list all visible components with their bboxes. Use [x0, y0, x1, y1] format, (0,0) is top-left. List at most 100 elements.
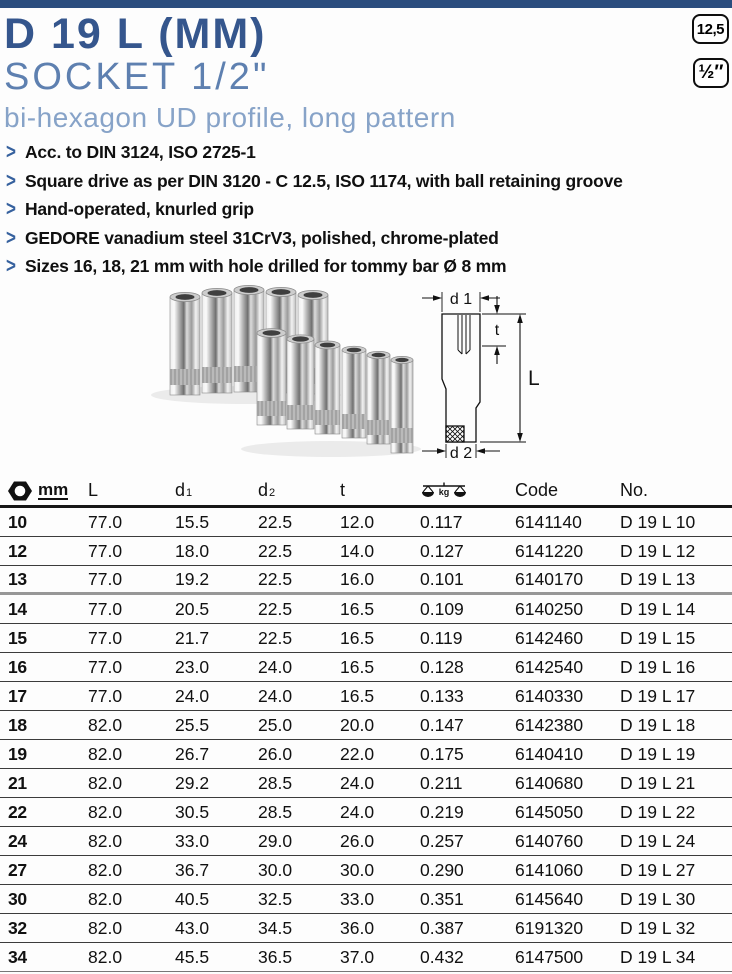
cell-no: D 19 L 16 — [620, 656, 696, 677]
cell-L: 77.0 — [88, 627, 123, 648]
cell-d2: 22.5 — [258, 627, 293, 648]
cell-t: 16.5 — [340, 656, 375, 677]
cell-d2: 24.0 — [258, 685, 293, 706]
cell-code: 6140250 — [515, 598, 584, 619]
cell-no: D 19 L 12 — [620, 540, 696, 561]
col-header-length: L — [88, 480, 99, 500]
cell-L: 82.0 — [88, 714, 123, 735]
cell-t: 14.0 — [340, 540, 375, 561]
table-row: 15 77.0 21.7 22.5 16.5 0.119 6142460 D 19 L 15 — [0, 624, 732, 653]
cell-d2: 22.5 — [258, 511, 293, 532]
cell-d1: 19.2 — [175, 568, 210, 589]
hex-nut-icon — [8, 481, 32, 500]
badge-half-inch: ½″ — [693, 58, 729, 88]
feature-item: > Square drive as per DIN 3120 - C 12.5,… — [6, 168, 726, 200]
cell-code: 6142460 — [515, 627, 584, 648]
cell-d2: 22.5 — [258, 568, 293, 589]
cell-size: 16 — [8, 656, 27, 677]
cell-d2: 22.5 — [258, 540, 293, 561]
cell-size: 15 — [8, 627, 27, 648]
cell-weight: 0.101 — [420, 568, 464, 589]
cell-code: 6141140 — [515, 511, 582, 532]
badge-12-5-mm: 12,5 — [691, 14, 729, 44]
cell-weight: 0.387 — [420, 917, 464, 938]
chevron-bullet-icon: > — [6, 225, 16, 249]
feature-text: Acc. to DIN 3124, ISO 2725-1 — [24, 142, 256, 162]
cell-weight: 0.147 — [420, 714, 464, 735]
dim-label-d1: d 1 — [450, 291, 472, 308]
cell-code: 6141060 — [515, 859, 584, 880]
cell-no: D 19 L 30 — [620, 888, 696, 909]
feature-list: > Acc. to DIN 3124, ISO 2725-1 > Square … — [6, 139, 726, 285]
cell-no: D 19 L 24 — [620, 830, 696, 851]
table-row: 12 77.0 18.0 22.5 14.0 0.127 6141220 D 19 L 12 — [0, 537, 732, 566]
product-photo — [146, 283, 428, 468]
table-row: 21 82.0 29.2 28.5 24.0 0.211 6140680 D 19 L 21 — [0, 769, 732, 798]
cell-t: 16.5 — [340, 685, 375, 706]
cell-t: 22.0 — [340, 743, 375, 764]
cell-L: 82.0 — [88, 917, 123, 938]
cell-L: 77.0 — [88, 540, 123, 561]
d1-base: d — [175, 480, 186, 500]
dim-label-L: L — [528, 367, 540, 390]
cell-t: 16.5 — [340, 627, 375, 648]
cell-d2: 22.5 — [258, 598, 293, 619]
feature-item: > Acc. to DIN 3124, ISO 2725-1 — [6, 139, 726, 171]
cell-t: 36.0 — [340, 917, 375, 938]
cell-d2: 29.0 — [258, 830, 293, 851]
cell-size: 13 — [8, 568, 27, 589]
cell-d1: 40.5 — [175, 888, 210, 909]
weight-scale-icon: kg — [422, 482, 466, 497]
cell-d2: 26.0 — [258, 743, 293, 764]
cell-d2: 36.5 — [258, 946, 293, 967]
cell-no: D 19 L 13 — [620, 568, 696, 589]
cell-d2: 24.0 — [258, 656, 293, 677]
table-row: 24 82.0 33.0 29.0 26.0 0.257 6140760 D 19 L 24 — [0, 827, 732, 856]
cell-size: 19 — [8, 743, 27, 764]
dimension-diagram: d 1 t L d 2 — [422, 291, 540, 462]
cell-d1: 33.0 — [175, 830, 210, 851]
cell-t: 33.0 — [340, 888, 375, 909]
cell-t: 16.5 — [340, 598, 375, 619]
cell-weight: 0.119 — [420, 627, 463, 648]
chevron-bullet-icon: > — [6, 139, 16, 164]
cell-size: 22 — [8, 801, 27, 822]
cell-L: 77.0 — [88, 511, 123, 532]
cell-weight: 0.432 — [420, 946, 464, 967]
cell-size: 18 — [8, 714, 27, 735]
col-header-code: Code — [515, 480, 559, 500]
socket-front-row — [256, 328, 414, 454]
table-row: 17 77.0 24.0 24.0 16.5 0.133 6140330 D 19 L 17 — [0, 682, 732, 711]
cell-weight: 0.109 — [420, 598, 464, 619]
cell-L: 82.0 — [88, 946, 123, 967]
cell-size: 27 — [8, 859, 27, 880]
cell-code: 6140170 — [515, 568, 584, 589]
table-row: 18 82.0 25.5 25.0 20.0 0.147 6142380 D 19 L 18 — [0, 711, 732, 740]
cell-no: D 19 L 32 — [620, 917, 696, 938]
cell-d1: 25.5 — [175, 714, 210, 735]
feature-text: Square drive as per DIN 3120 - C 12.5, I… — [24, 170, 623, 191]
cell-size: 21 — [8, 772, 27, 793]
cell-d2: 30.0 — [258, 859, 293, 880]
cell-L: 82.0 — [88, 801, 123, 822]
cell-code: 6140410 — [515, 743, 584, 764]
table-row: 16 77.0 23.0 24.0 16.5 0.128 6142540 D 19 L 16 — [0, 653, 732, 682]
cell-d2: 34.5 — [258, 917, 293, 938]
col-header-size: mm — [8, 479, 88, 501]
cell-no: D 19 L 14 — [620, 598, 696, 619]
cell-d1: 36.7 — [175, 859, 210, 880]
feature-text: Sizes 16, 18, 21 mm with hole drilled fo… — [24, 256, 507, 276]
cell-size: 34 — [8, 946, 27, 967]
cell-size: 14 — [8, 598, 27, 619]
col-header-size-unit: mm — [38, 479, 69, 501]
cell-no: D 19 L 17 — [620, 685, 696, 706]
cell-weight: 0.127 — [420, 540, 464, 561]
cell-code: 6145640 — [515, 888, 584, 909]
cell-code: 6140760 — [515, 830, 584, 851]
chevron-bullet-icon: > — [6, 196, 16, 221]
table-row: 13 77.0 19.2 22.5 16.0 0.101 6140170 D 19 L 13 — [0, 566, 732, 595]
cell-code: 6140330 — [515, 685, 584, 706]
